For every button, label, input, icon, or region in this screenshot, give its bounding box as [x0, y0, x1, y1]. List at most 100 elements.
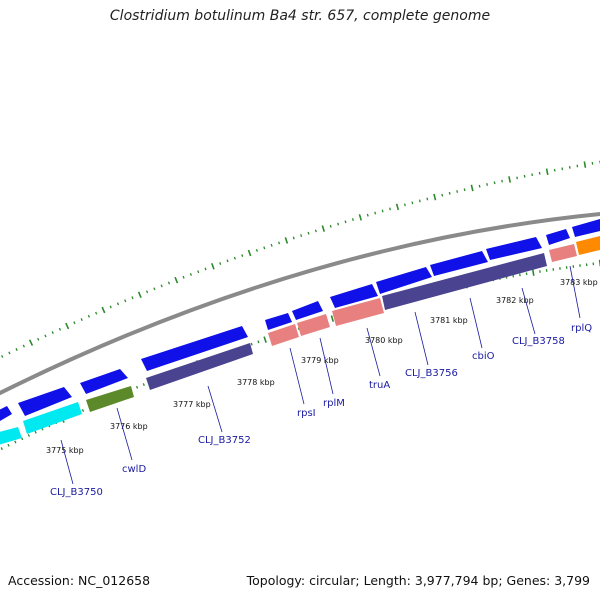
gene-arrow[interactable] — [546, 229, 570, 245]
tick-mark — [28, 339, 34, 346]
gene-arrow[interactable] — [292, 301, 323, 320]
genome-backbone — [0, 212, 600, 396]
gene-arrow[interactable] — [486, 237, 542, 260]
tick-mark — [292, 236, 295, 240]
tick-mark — [135, 385, 139, 389]
label-leaders — [60, 265, 581, 485]
gene-label[interactable]: cbiO — [472, 351, 495, 362]
gene-arrow[interactable] — [330, 284, 378, 308]
gene-bar-cyan[interactable] — [0, 427, 22, 446]
tick-mark — [478, 184, 481, 188]
gene-arrow[interactable] — [265, 313, 292, 330]
gene-arrow[interactable] — [376, 267, 432, 294]
gene-label[interactable]: cwlD — [122, 464, 146, 475]
tick-mark — [284, 237, 289, 244]
gene-arrow[interactable] — [572, 219, 600, 237]
scale-label: 3779 kbp — [301, 356, 339, 365]
tick-mark — [80, 318, 83, 321]
gene-label[interactable]: rplQ — [571, 323, 592, 334]
gene-arrow[interactable] — [18, 387, 72, 416]
tick-mark — [8, 351, 11, 355]
tick-mark — [95, 311, 98, 315]
tick-mark — [297, 327, 300, 331]
tick-mark — [145, 290, 149, 294]
gene-bar-salmon[interactable] — [268, 324, 299, 346]
tick-mark — [531, 269, 535, 276]
tick-mark — [210, 262, 215, 270]
tick-mark — [182, 275, 185, 279]
tick-mark — [403, 203, 406, 207]
tick-mark — [250, 342, 253, 346]
tick-mark — [381, 209, 384, 213]
gene-label[interactable]: CLJ_B3750 — [50, 487, 103, 498]
tick-mark — [81, 409, 85, 412]
tick-mark — [142, 383, 145, 387]
tick-mark — [337, 222, 340, 226]
tick-mark — [329, 224, 332, 228]
gene-label[interactable]: rpsI — [297, 408, 316, 419]
tick-mark — [255, 248, 258, 252]
tick-mark — [226, 259, 229, 263]
tick-mark — [189, 273, 192, 276]
tick-mark — [14, 440, 17, 444]
gene-bar-salmon[interactable] — [297, 314, 330, 336]
tick-mark — [389, 207, 392, 211]
gene-bar-cyan[interactable] — [23, 402, 82, 434]
tick-mark — [433, 193, 437, 201]
gene-arrow[interactable] — [430, 251, 488, 276]
tick-mark — [583, 161, 587, 168]
tick-mark — [508, 176, 512, 183]
gene-label[interactable]: CLJ_B3758 — [512, 336, 565, 347]
tick-mark — [426, 197, 429, 201]
gene-label[interactable]: CLJ_B3752 — [198, 435, 251, 446]
gene-bar-purple[interactable] — [146, 343, 253, 390]
tick-mark — [219, 262, 222, 265]
tick-mark — [344, 220, 347, 224]
gene-arrow[interactable] — [80, 369, 128, 394]
tick-mark — [73, 321, 76, 325]
map-title: Clostridium botulinum Ba4 str. 657, comp… — [109, 8, 491, 24]
tick-mark — [307, 231, 310, 235]
tick-mark — [44, 334, 47, 338]
tick-mark — [137, 291, 142, 299]
scale-label: 3775 kbp — [46, 446, 84, 455]
tick-mark — [545, 168, 549, 176]
scale-label: 3782 kbp — [496, 296, 534, 305]
gene-bar-olive[interactable] — [86, 386, 134, 412]
gene-labels: CLJ_B3750 cwlD CLJ_B3752 rpsI rplM truA … — [50, 323, 592, 498]
tick-mark — [493, 181, 496, 185]
tick-mark — [51, 331, 54, 335]
forward-strand-features — [0, 219, 600, 421]
gene-arrow[interactable] — [141, 326, 248, 371]
gene-bar-salmon[interactable] — [332, 298, 384, 326]
tick-mark — [153, 287, 156, 291]
tick-mark — [411, 201, 414, 205]
scale-label: 3778 kbp — [237, 378, 275, 387]
tick-mark — [300, 234, 303, 238]
tick-mark — [456, 190, 459, 193]
scale-labels: 3775 kbp 3776 kbp 3777 kbp 3778 kbp 3779… — [46, 278, 598, 455]
tick-mark — [233, 256, 236, 260]
tick-mark — [418, 199, 421, 203]
gene-bar-salmon[interactable] — [549, 244, 577, 262]
gene-bar-orange[interactable] — [576, 236, 600, 255]
gene-label[interactable]: rplM — [323, 398, 345, 409]
tick-mark — [538, 171, 541, 175]
secondary-features — [0, 236, 600, 446]
tick-mark — [501, 179, 503, 183]
tick-mark — [87, 314, 91, 318]
gene-label[interactable]: truA — [369, 380, 390, 391]
outer-tick-ring — [1, 160, 600, 358]
tick-mark — [124, 299, 127, 303]
topology-text: Topology: circular; Length: 3,977,794 bp… — [246, 573, 590, 588]
gene-arrow[interactable] — [0, 406, 12, 421]
tick-mark — [448, 191, 451, 195]
tick-mark — [351, 218, 354, 221]
tick-mark — [374, 211, 377, 215]
gene-label[interactable]: CLJ_B3756 — [405, 368, 458, 379]
tick-mark — [486, 183, 489, 186]
gene-bar-purple[interactable] — [382, 253, 547, 310]
scale-label: 3780 kbp — [365, 336, 403, 345]
tick-mark — [277, 241, 281, 245]
